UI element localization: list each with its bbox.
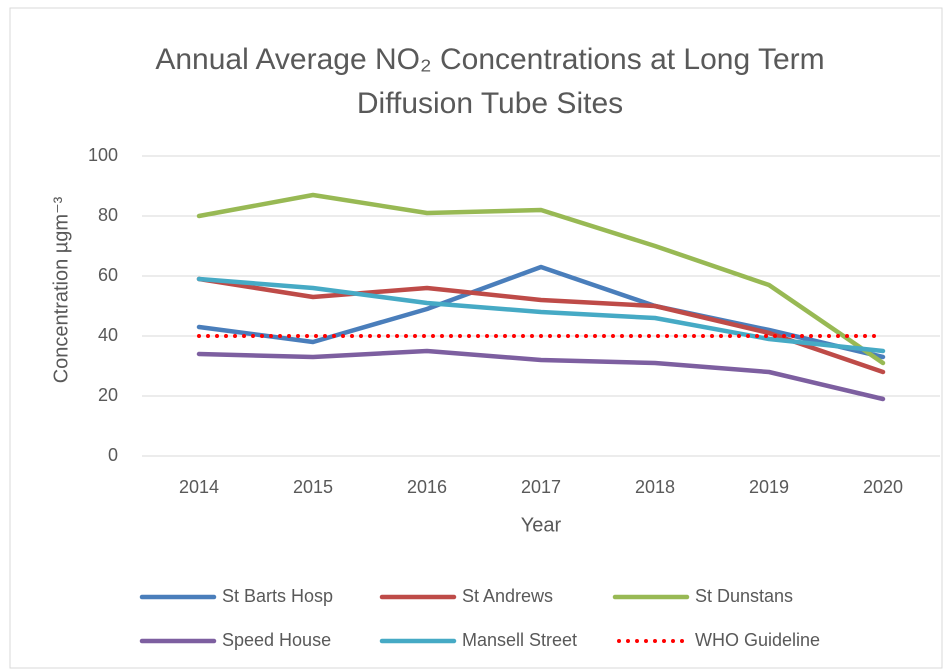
series-line <box>196 276 886 375</box>
series-line <box>196 192 886 366</box>
legend-label: St Barts Hosp <box>222 586 333 606</box>
x-tick-label: 2014 <box>179 477 219 497</box>
series-line <box>196 264 886 360</box>
x-tick-label: 2019 <box>749 477 789 497</box>
y-tick-label: 100 <box>88 145 118 165</box>
series-line <box>196 276 886 354</box>
legend-label: St Dunstans <box>695 586 793 606</box>
legend-label: St Andrews <box>462 586 553 606</box>
legend-label: WHO Guideline <box>695 630 820 650</box>
x-axis-label: Year <box>521 514 562 536</box>
x-tick-label: 2016 <box>407 477 447 497</box>
x-tick-label: 2017 <box>521 477 561 497</box>
legend-label: Mansell Street <box>462 630 577 650</box>
y-axis-label: Concentration µgm⁻³ <box>50 196 72 383</box>
series-line <box>196 348 886 402</box>
y-tick-label: 80 <box>98 205 118 225</box>
x-tick-label: 2018 <box>635 477 675 497</box>
y-tick-label: 20 <box>98 385 118 405</box>
x-tick-label: 2015 <box>293 477 333 497</box>
x-tick-label: 2020 <box>863 477 903 497</box>
y-tick-label: 40 <box>98 325 118 345</box>
chart-title: Annual Average NO₂ Concentrations at Lon… <box>155 43 825 120</box>
y-tick-label: 0 <box>108 445 118 465</box>
y-tick-label: 60 <box>98 265 118 285</box>
legend-label: Speed House <box>222 630 331 650</box>
